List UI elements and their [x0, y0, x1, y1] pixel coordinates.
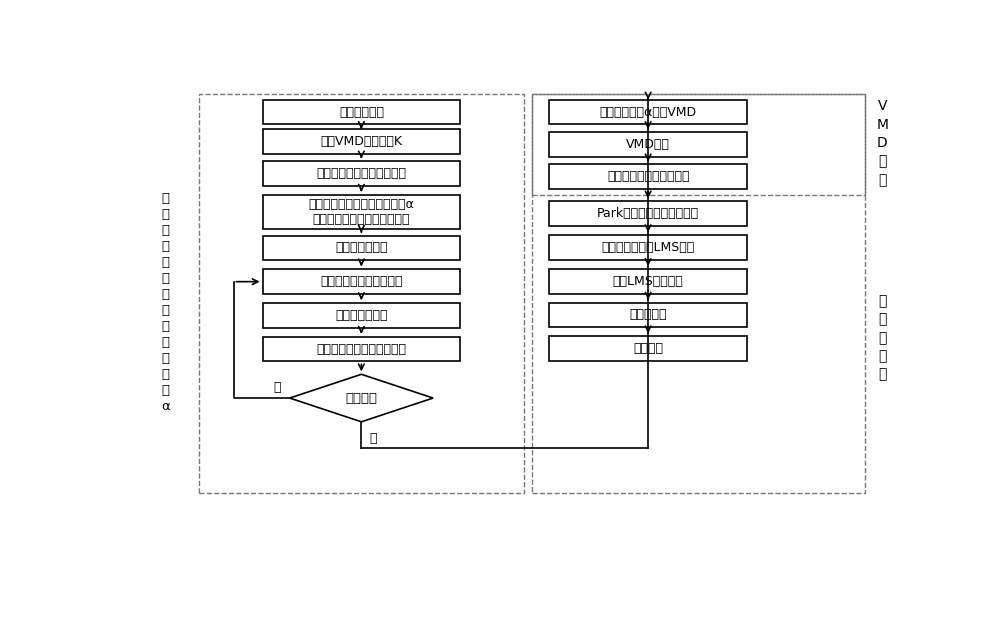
Text: 否: 否 [273, 381, 280, 394]
Text: Park变换确定基频分量相位: Park变换确定基频分量相位 [597, 207, 699, 220]
Text: 将相位信息代入LMS算法: 将相位信息代入LMS算法 [602, 241, 695, 254]
Text: V
M
D
分
解: V M D 分 解 [876, 99, 888, 187]
FancyBboxPatch shape [549, 269, 747, 294]
Text: 设定VMD分解个数K: 设定VMD分解个数K [320, 135, 402, 148]
FancyBboxPatch shape [549, 302, 747, 327]
Text: 改
进
萤
火
虫
算
法
优
化
惩
罚
参
数
α: 改 进 萤 火 虫 算 法 优 化 惩 罚 参 数 α [161, 192, 170, 413]
FancyBboxPatch shape [263, 129, 460, 154]
Text: 确定适应度函数: 确定适应度函数 [335, 241, 388, 254]
Bar [199, 94, 524, 493]
Text: 自适应滤波: 自适应滤波 [629, 308, 667, 321]
Text: 频谱分析: 频谱分析 [633, 342, 663, 355]
FancyBboxPatch shape [549, 336, 747, 361]
FancyBboxPatch shape [263, 100, 460, 125]
Text: 提取电流基频的模态分量: 提取电流基频的模态分量 [607, 170, 689, 183]
Text: VMD分解: VMD分解 [626, 138, 670, 151]
Bar [532, 94, 865, 195]
Text: 全局最优对应α代入VMD: 全局最优对应α代入VMD [600, 106, 697, 118]
Text: 萤火虫位置、邻域范围更新: 萤火虫位置、邻域范围更新 [316, 342, 406, 355]
FancyBboxPatch shape [549, 201, 747, 226]
Text: 初始化萤火虫算法基本参数: 初始化萤火虫算法基本参数 [316, 167, 406, 180]
FancyBboxPatch shape [549, 100, 747, 125]
Text: 改变萤火虫步长: 改变萤火虫步长 [335, 309, 388, 322]
FancyBboxPatch shape [263, 303, 460, 328]
FancyBboxPatch shape [263, 337, 460, 362]
Bar [532, 94, 865, 493]
Polygon shape [290, 375, 433, 422]
Text: 设定LMS算法参数: 设定LMS算法参数 [613, 275, 684, 288]
FancyBboxPatch shape [263, 162, 460, 186]
FancyBboxPatch shape [263, 195, 460, 229]
Text: 基于混沌序列初始在惩罚参数α
可行空间内初始化萤火虫位置: 基于混沌序列初始在惩罚参数α 可行空间内初始化萤火虫位置 [308, 198, 414, 226]
FancyBboxPatch shape [263, 236, 460, 260]
Text: 计算每个萤火虫适应度值: 计算每个萤火虫适应度值 [320, 275, 403, 288]
FancyBboxPatch shape [263, 269, 460, 294]
FancyBboxPatch shape [549, 132, 747, 157]
Text: 定子三相电流: 定子三相电流 [339, 106, 384, 118]
Text: 完成迭代: 完成迭代 [345, 392, 377, 405]
FancyBboxPatch shape [549, 235, 747, 260]
FancyBboxPatch shape [549, 164, 747, 189]
Text: 是: 是 [369, 432, 377, 445]
Text: 自
适
应
滤
波: 自 适 应 滤 波 [878, 294, 886, 381]
